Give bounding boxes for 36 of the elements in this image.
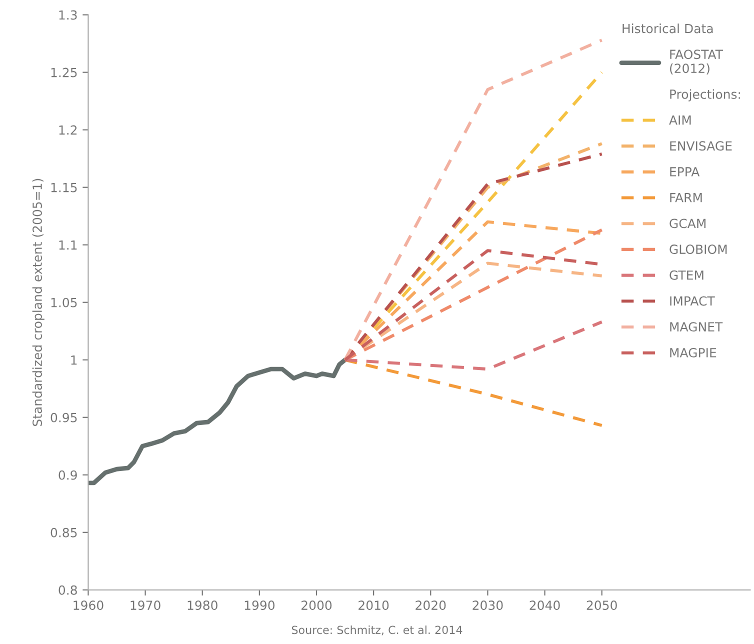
x-tick-label: 1970 xyxy=(130,600,160,610)
legend-label: FAOSTAT (2012) xyxy=(670,50,724,75)
x-tick-label: 1960 xyxy=(74,600,104,610)
legend-label: MAGNET xyxy=(670,322,723,332)
y-tick-label: 1.1 xyxy=(59,240,77,250)
x-tick-label: 2000 xyxy=(302,600,332,610)
y-tick-label: 1.25 xyxy=(51,68,77,78)
y-tick-label: 1.15 xyxy=(51,182,77,192)
y-tick-label: 1 xyxy=(71,356,77,365)
x-tick-label: 2030 xyxy=(472,600,503,610)
y-tick-label: 0.85 xyxy=(50,528,77,538)
legend-label: EPPA xyxy=(670,167,700,176)
y-tick-label: 1.3 xyxy=(59,10,77,20)
legend-label: FARM xyxy=(670,193,702,202)
annotation: Projections: xyxy=(670,89,740,102)
legend-title: Historical Data xyxy=(622,24,713,34)
x-tick-label: 2010 xyxy=(358,600,389,610)
y-tick-label: 1.05 xyxy=(51,298,77,308)
y-tick-label: 0.8 xyxy=(58,585,77,595)
legend-label: IMPACT xyxy=(670,296,715,306)
x-tick-label: 2020 xyxy=(416,600,446,610)
legend-label: ENVISAGE xyxy=(670,141,732,151)
x-tick-label: 1990 xyxy=(244,600,275,610)
legend-label: GCAM xyxy=(670,218,706,228)
y-tick-label: 0.95 xyxy=(50,412,77,422)
source-note: Source: Schmitz, C. et al. 2014 xyxy=(292,626,462,636)
x-tick-label: 2050 xyxy=(586,600,617,610)
x-tick-label: 1980 xyxy=(188,600,218,610)
x-tick-label: 2040 xyxy=(530,600,560,610)
y-tick-label: 0.9 xyxy=(58,470,77,480)
legend-label: MAGPIE xyxy=(670,348,716,358)
legend-label: AIM xyxy=(669,115,691,125)
legend-label: GLOBIOM xyxy=(670,244,727,254)
legend-label: GTEM xyxy=(670,270,704,280)
y-tick-label: 1.2 xyxy=(59,125,77,135)
y-axis-title: Standardized cropland extent (2005=1) xyxy=(32,178,44,426)
